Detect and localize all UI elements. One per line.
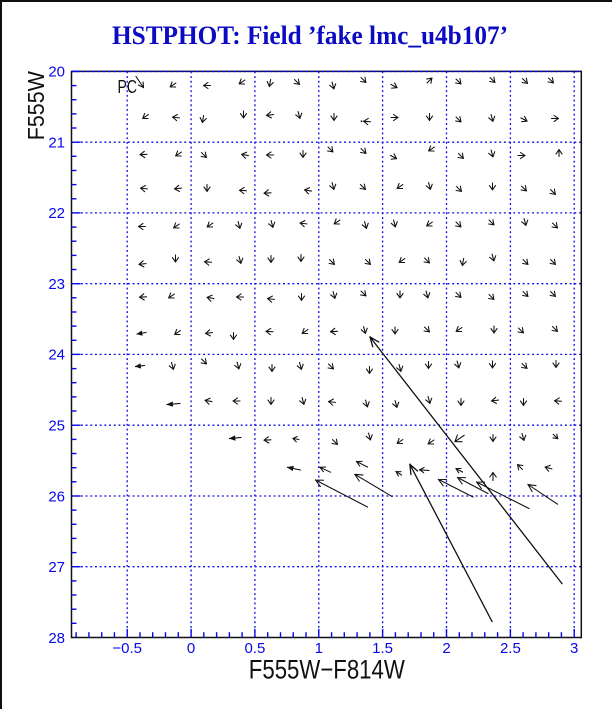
svg-text:PC: PC [118,77,138,97]
svg-text:26: 26 [48,488,65,505]
svg-text:2.5: 2.5 [500,640,521,657]
svg-text:2: 2 [442,640,450,657]
svg-text:3: 3 [570,640,578,657]
svg-text:21: 21 [48,135,65,152]
svg-text:HSTPHOT: Field ’fake lmc_u4b10: HSTPHOT: Field ’fake lmc_u4b107’ [112,21,508,50]
svg-text:1.5: 1.5 [372,640,393,657]
svg-text:−0.5: −0.5 [112,640,142,657]
svg-text:1: 1 [315,640,323,657]
svg-text:27: 27 [48,559,65,576]
svg-text:20: 20 [48,64,65,81]
svg-text:23: 23 [48,276,65,293]
svg-text:24: 24 [48,347,65,364]
svg-text:0: 0 [187,640,195,657]
svg-text:25: 25 [48,418,65,435]
svg-text:22: 22 [48,205,65,222]
svg-text:F555W: F555W [23,71,49,140]
svg-text:0.5: 0.5 [244,640,265,657]
svg-text:28: 28 [48,630,65,647]
svg-text:F555W−F814W: F555W−F814W [249,654,405,684]
